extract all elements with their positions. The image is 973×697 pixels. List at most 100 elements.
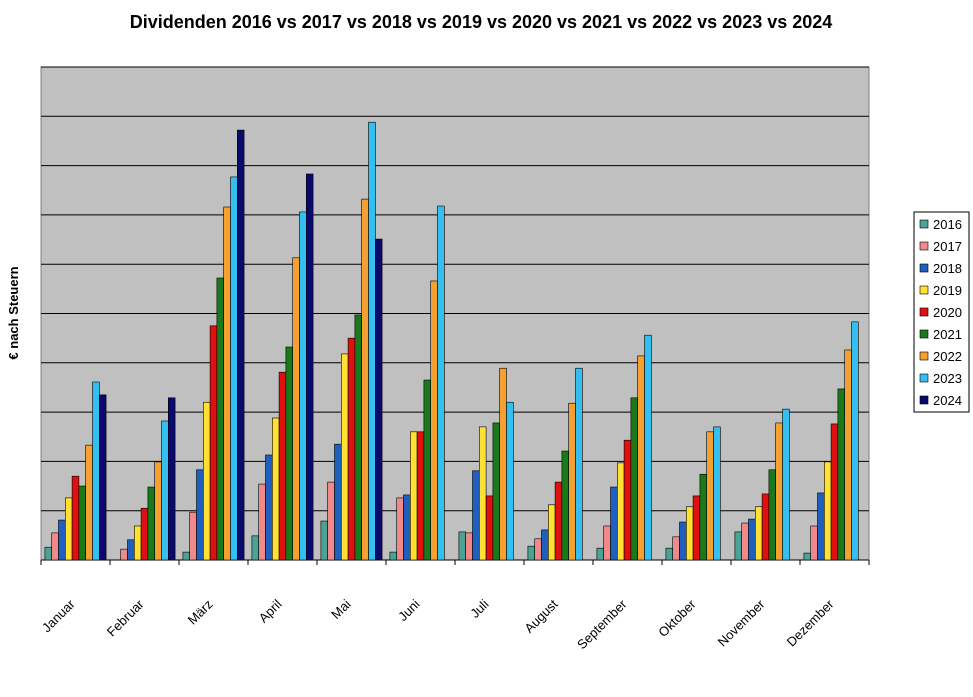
bar	[71, 475, 80, 561]
bar	[271, 417, 280, 561]
bar	[305, 173, 314, 561]
bar	[347, 337, 356, 561]
bar	[51, 532, 59, 561]
bar	[389, 551, 397, 561]
bar	[623, 439, 632, 561]
bar	[810, 525, 818, 561]
x-tick-label: Juni	[395, 596, 423, 624]
bar	[768, 469, 777, 561]
bar	[458, 531, 466, 561]
bar	[782, 408, 790, 561]
bar	[58, 519, 66, 561]
x-tick-label: August	[521, 596, 560, 635]
bar	[368, 121, 376, 561]
bar	[409, 431, 418, 561]
bar	[396, 497, 404, 561]
bar	[278, 371, 287, 561]
bar	[610, 486, 618, 561]
bar	[154, 461, 162, 561]
legend-swatch	[919, 219, 929, 229]
bar	[99, 394, 107, 561]
legend-swatch	[919, 351, 929, 361]
bar	[527, 545, 536, 561]
bar	[851, 321, 859, 561]
bar	[616, 462, 625, 561]
bar	[637, 355, 645, 561]
bar	[203, 401, 211, 561]
legend-label: 2023	[933, 371, 962, 386]
bar	[603, 525, 611, 561]
legend-label: 2021	[933, 327, 962, 342]
bar	[374, 238, 383, 561]
bar	[754, 506, 763, 561]
legend-swatch	[919, 373, 929, 383]
bar	[265, 454, 273, 561]
bar	[423, 379, 431, 561]
x-tick-label: Januar	[39, 596, 78, 635]
bar	[478, 426, 487, 561]
bar	[692, 495, 701, 561]
bar	[140, 507, 149, 561]
bar	[706, 431, 714, 561]
legend-label: 2024	[933, 393, 962, 408]
bar	[761, 493, 770, 561]
bar	[630, 397, 639, 561]
bar	[168, 397, 176, 561]
bar	[844, 349, 852, 561]
bar	[161, 420, 169, 561]
bar	[361, 198, 369, 561]
bar	[127, 539, 135, 561]
bar	[85, 444, 93, 561]
bar	[554, 481, 563, 561]
bar	[748, 518, 756, 561]
legend-label: 2019	[933, 283, 962, 298]
bar	[685, 506, 694, 561]
x-tick-label: September	[574, 596, 630, 652]
bar	[485, 495, 494, 561]
bar	[196, 469, 204, 561]
legend-label: 2017	[933, 239, 962, 254]
bar	[499, 367, 507, 561]
bar	[437, 205, 445, 561]
bar	[134, 525, 142, 561]
bar	[541, 529, 549, 561]
bar	[258, 483, 266, 561]
bar	[568, 402, 576, 561]
bar	[223, 206, 231, 561]
bar	[320, 520, 328, 561]
legend-swatch	[919, 307, 929, 317]
y-axis-label: € nach Steuern	[6, 266, 21, 359]
bar	[299, 211, 307, 561]
bar	[416, 431, 425, 561]
bar	[823, 461, 832, 561]
bar	[830, 423, 839, 561]
bar	[65, 497, 73, 561]
bar	[340, 353, 349, 561]
bar	[775, 422, 783, 561]
bar	[78, 485, 87, 561]
legend-label: 2016	[933, 217, 962, 232]
bar	[147, 486, 155, 561]
bar	[230, 176, 238, 561]
bar	[817, 492, 825, 561]
x-tick-label: Februar	[104, 596, 147, 639]
legend-swatch	[919, 263, 929, 273]
bar	[644, 334, 652, 561]
bar	[285, 346, 293, 561]
bar	[672, 536, 680, 561]
bar	[430, 280, 438, 561]
x-tick-label: April	[256, 596, 285, 625]
legend-swatch	[919, 395, 929, 405]
legend-swatch	[919, 241, 929, 251]
bar	[92, 381, 100, 561]
bar	[506, 401, 514, 561]
bar	[561, 450, 570, 561]
bar	[237, 129, 245, 561]
bar	[837, 388, 846, 561]
bar	[120, 548, 128, 561]
x-tick-label: Oktober	[655, 596, 699, 640]
x-tick-label: Dezember	[784, 596, 837, 649]
bar	[334, 443, 342, 561]
bar	[741, 522, 749, 561]
legend-label: 2022	[933, 349, 962, 364]
